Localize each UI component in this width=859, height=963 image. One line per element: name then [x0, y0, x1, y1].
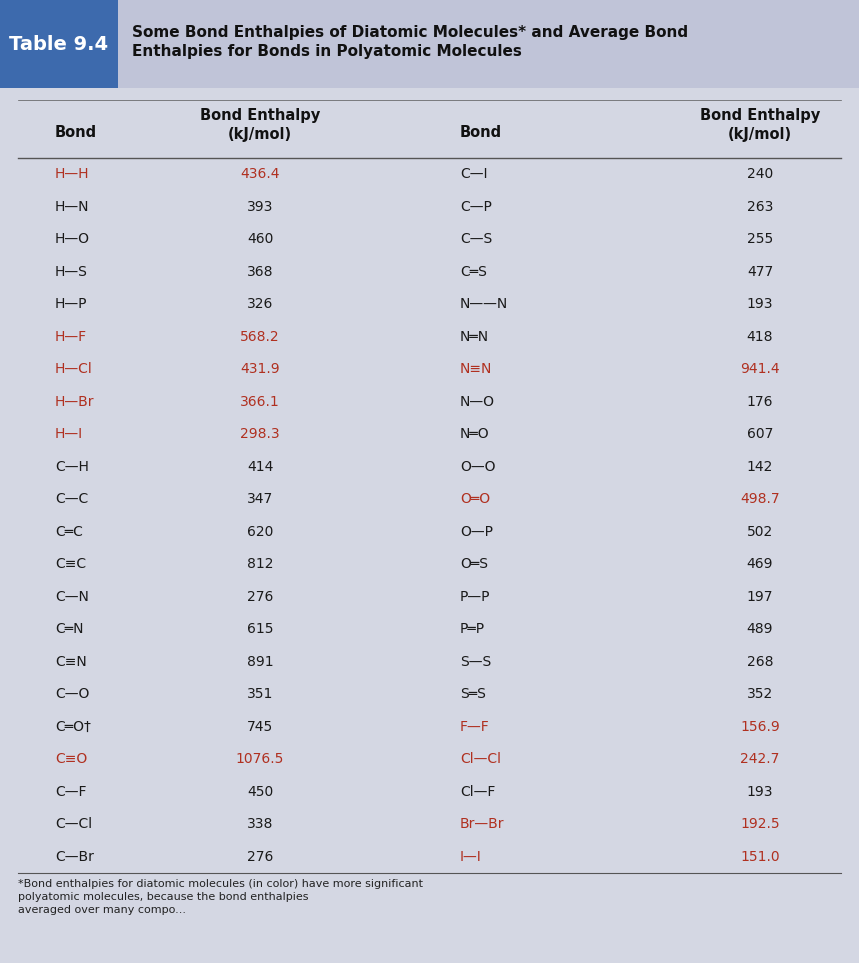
- Text: C—N: C—N: [55, 589, 88, 604]
- Text: Bond: Bond: [55, 125, 97, 140]
- Text: 326: 326: [247, 298, 273, 311]
- Text: 393: 393: [247, 199, 273, 214]
- Text: *Bond enthalpies for diatomic molecules (in color) have more significant
polyato: *Bond enthalpies for diatomic molecules …: [18, 879, 423, 916]
- Text: H—Cl: H—Cl: [55, 362, 93, 377]
- Text: 431.9: 431.9: [241, 362, 280, 377]
- Text: 151.0: 151.0: [740, 849, 780, 864]
- Text: 268: 268: [746, 655, 773, 668]
- Text: 276: 276: [247, 589, 273, 604]
- Text: C—Br: C—Br: [55, 849, 94, 864]
- Text: H—I: H—I: [55, 428, 83, 441]
- Text: O═O: O═O: [460, 492, 490, 507]
- Text: 620: 620: [247, 525, 273, 538]
- Text: H—O: H—O: [55, 232, 90, 247]
- Text: 368: 368: [247, 265, 273, 278]
- Bar: [0, 0, 118, 88]
- Text: Bond Enthalpy
(kJ/mol): Bond Enthalpy (kJ/mol): [200, 108, 320, 142]
- Text: 263: 263: [746, 199, 773, 214]
- Text: H—P: H—P: [55, 298, 88, 311]
- Text: N═O: N═O: [460, 428, 490, 441]
- Text: C═O†: C═O†: [55, 719, 91, 734]
- Text: Cl—Cl: Cl—Cl: [460, 752, 501, 767]
- Text: P—P: P—P: [460, 589, 490, 604]
- Text: 352: 352: [746, 688, 773, 701]
- Bar: [0, 0, 859, 88]
- Text: 502: 502: [746, 525, 773, 538]
- Text: C═N: C═N: [55, 622, 83, 637]
- Text: F—F: F—F: [460, 719, 490, 734]
- Text: 891: 891: [247, 655, 273, 668]
- Text: C—C: C—C: [55, 492, 88, 507]
- Text: 192.5: 192.5: [740, 818, 780, 831]
- Text: N═N: N═N: [460, 329, 489, 344]
- Text: 941.4: 941.4: [740, 362, 780, 377]
- Bar: [0, 88, 859, 903]
- Text: 469: 469: [746, 558, 773, 571]
- Text: 338: 338: [247, 818, 273, 831]
- Text: 176: 176: [746, 395, 773, 408]
- Text: N——N: N——N: [460, 298, 509, 311]
- Text: C≡N: C≡N: [55, 655, 87, 668]
- Text: 240: 240: [746, 168, 773, 181]
- Text: 812: 812: [247, 558, 273, 571]
- Text: Bond Enthalpy
(kJ/mol): Bond Enthalpy (kJ/mol): [700, 108, 820, 142]
- Text: N—O: N—O: [460, 395, 495, 408]
- Text: 142: 142: [746, 459, 773, 474]
- Text: O—P: O—P: [460, 525, 493, 538]
- Text: 460: 460: [247, 232, 273, 247]
- Text: 156.9: 156.9: [740, 719, 780, 734]
- Text: H—N: H—N: [55, 199, 89, 214]
- Text: 276: 276: [247, 849, 273, 864]
- Text: 1076.5: 1076.5: [236, 752, 284, 767]
- Text: 255: 255: [746, 232, 773, 247]
- Text: C≡C: C≡C: [55, 558, 86, 571]
- Text: C—P: C—P: [460, 199, 492, 214]
- Text: O═S: O═S: [460, 558, 488, 571]
- Text: O—O: O—O: [460, 459, 496, 474]
- Text: P═P: P═P: [460, 622, 485, 637]
- Text: Cl—F: Cl—F: [460, 785, 496, 798]
- Text: 607: 607: [746, 428, 773, 441]
- Text: I—I: I—I: [460, 849, 482, 864]
- Text: C═S: C═S: [460, 265, 487, 278]
- Text: 366.1: 366.1: [241, 395, 280, 408]
- Text: 436.4: 436.4: [241, 168, 280, 181]
- Text: C—S: C—S: [460, 232, 492, 247]
- Text: 197: 197: [746, 589, 773, 604]
- Text: 242.7: 242.7: [740, 752, 780, 767]
- Text: C—O: C—O: [55, 688, 89, 701]
- Text: C—Cl: C—Cl: [55, 818, 92, 831]
- Text: Br—Br: Br—Br: [460, 818, 504, 831]
- Text: 745: 745: [247, 719, 273, 734]
- Text: 298.3: 298.3: [241, 428, 280, 441]
- Text: C—F: C—F: [55, 785, 87, 798]
- Text: H—Br: H—Br: [55, 395, 94, 408]
- Text: C≡O: C≡O: [55, 752, 88, 767]
- Text: C═C: C═C: [55, 525, 82, 538]
- Text: 477: 477: [746, 265, 773, 278]
- Text: N≡N: N≡N: [460, 362, 492, 377]
- Text: H—F: H—F: [55, 329, 87, 344]
- Text: 615: 615: [247, 622, 273, 637]
- Text: H—H: H—H: [55, 168, 89, 181]
- Text: Table 9.4: Table 9.4: [9, 35, 108, 54]
- Text: H—S: H—S: [55, 265, 88, 278]
- Text: Bond: Bond: [460, 125, 503, 140]
- Text: 347: 347: [247, 492, 273, 507]
- Text: 568.2: 568.2: [241, 329, 280, 344]
- Text: 489: 489: [746, 622, 773, 637]
- Text: Some Bond Enthalpies of Diatomic Molecules* and Average Bond
Enthalpies for Bond: Some Bond Enthalpies of Diatomic Molecul…: [132, 25, 688, 60]
- Text: C—I: C—I: [460, 168, 488, 181]
- Text: 193: 193: [746, 298, 773, 311]
- Text: 498.7: 498.7: [740, 492, 780, 507]
- Text: 450: 450: [247, 785, 273, 798]
- Text: 351: 351: [247, 688, 273, 701]
- Text: 414: 414: [247, 459, 273, 474]
- Text: S═S: S═S: [460, 688, 486, 701]
- Text: C—H: C—H: [55, 459, 88, 474]
- Text: 193: 193: [746, 785, 773, 798]
- Text: S—S: S—S: [460, 655, 491, 668]
- Text: 418: 418: [746, 329, 773, 344]
